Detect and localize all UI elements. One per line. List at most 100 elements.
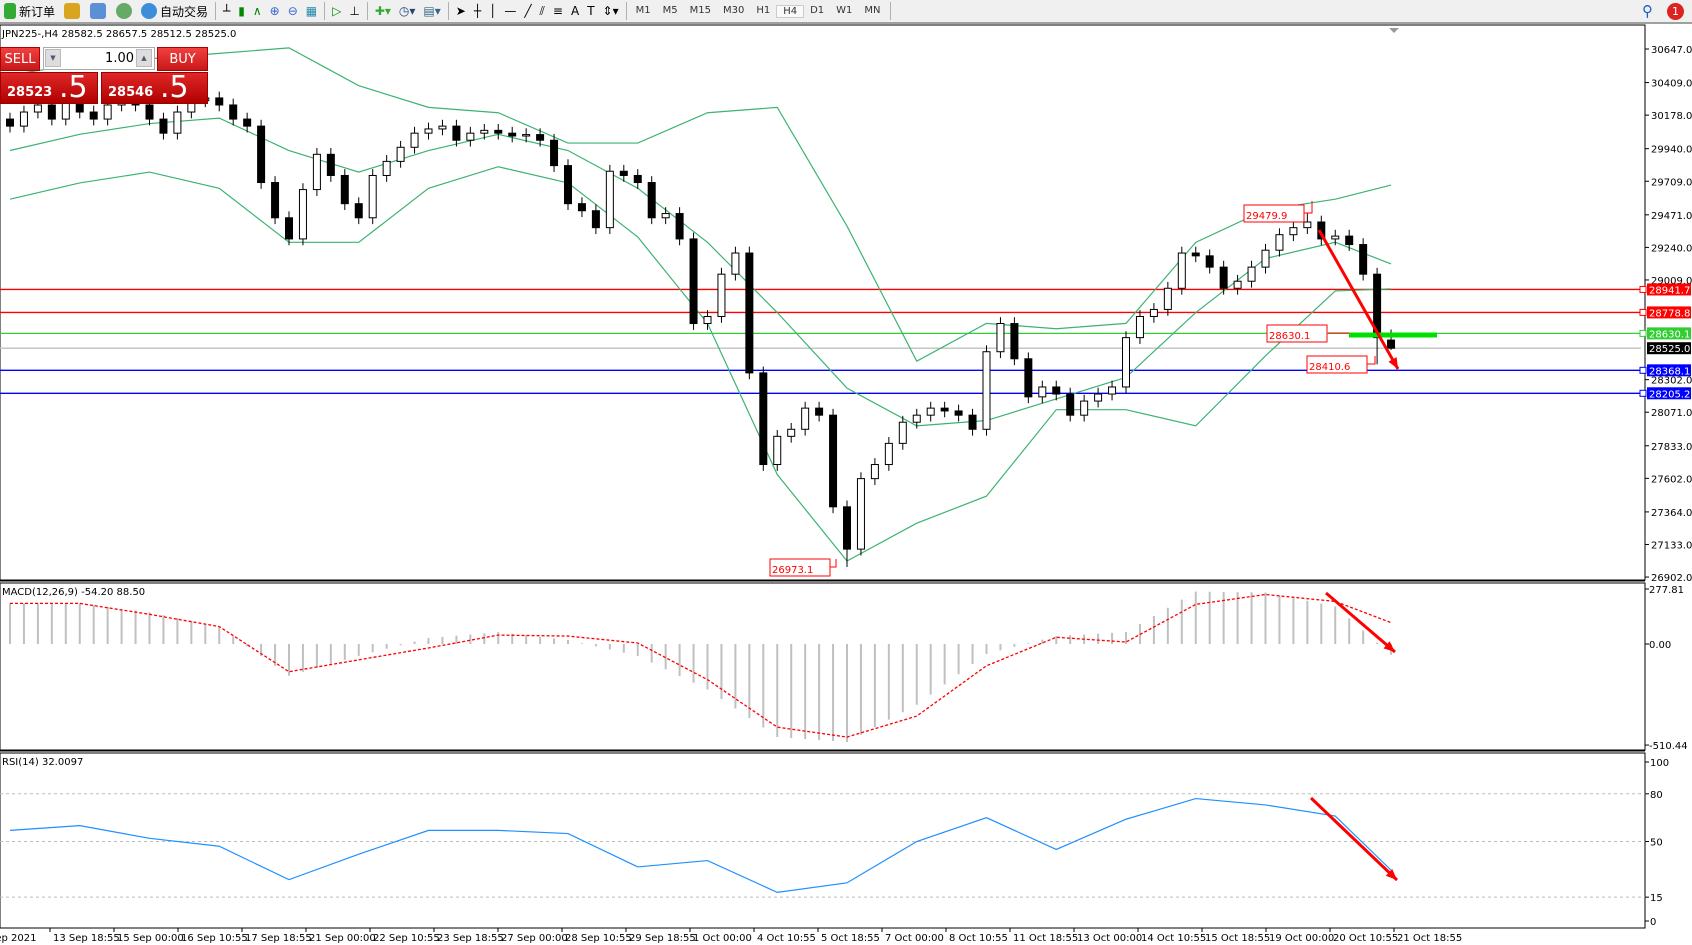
price-level-badge [1647, 283, 1691, 296]
time-axis-label: 21 Sep 00:00 [309, 933, 376, 944]
bearish-candle [1387, 339, 1396, 349]
line-chart-icon[interactable]: ∧ [252, 4, 262, 18]
time-axis-label: Sep 2021 [0, 933, 36, 944]
candlestick-icon[interactable]: ▮ [238, 4, 245, 18]
bullish-candle [870, 464, 879, 480]
bullish-candle [982, 351, 991, 430]
timeframe-w1[interactable]: W1 [836, 4, 853, 16]
bullish-candle [1038, 386, 1047, 398]
timeframe-h1[interactable]: H1 [756, 4, 771, 16]
bullish-candle [661, 213, 670, 219]
bearish-candle [257, 125, 266, 184]
vertical-line-icon[interactable]: │ [489, 4, 497, 18]
chart-shift-icon[interactable]: ⊥ [349, 4, 360, 18]
time-axis-label: 16 Sep 10:55 [181, 933, 248, 944]
price-axis-label: 30178.0 [1651, 111, 1692, 122]
bearish-candle [89, 111, 98, 120]
price-level-badge [1647, 306, 1691, 319]
lot-size-input[interactable]: 1.00 [43, 47, 155, 70]
bullish-candle [466, 132, 475, 141]
price-axis-label: 27602.0 [1651, 474, 1692, 485]
timeframe-mn[interactable]: MN [864, 4, 881, 16]
arrows-icon[interactable]: ⇕▾ [602, 4, 619, 18]
market-watch-icon[interactable] [64, 3, 81, 19]
price-level-label: 28630.1 [1649, 329, 1690, 340]
annotation-connector [830, 559, 837, 568]
bullish-candle [480, 129, 489, 134]
timeframe-m15[interactable]: M15 [689, 4, 711, 16]
bar-chart-icon[interactable]: ┴ [223, 4, 231, 18]
time-axis-label: 20 Oct 10:55 [1333, 933, 1398, 944]
zoom-in-icon[interactable]: ⊕ [269, 4, 280, 18]
bollinger-middle-band [9, 117, 1392, 427]
trendline-icon[interactable]: ╱ [524, 4, 532, 18]
zoom-out-icon[interactable]: ⊖ [287, 4, 298, 18]
notification-badge[interactable]: 1 [1667, 2, 1684, 20]
annotation-connector [1367, 356, 1376, 365]
bearish-candle [1010, 323, 1019, 360]
cursor-icon[interactable]: ➤ [455, 4, 466, 18]
bearish-candle [508, 132, 517, 137]
timeframe-m30[interactable]: M30 [722, 4, 745, 16]
bullish-candle [1303, 221, 1312, 229]
lot-decrease-button[interactable]: ▼ [45, 49, 61, 67]
timeframe-m5[interactable]: M5 [662, 4, 678, 16]
fibonacci-icon[interactable]: ≡ [552, 4, 563, 18]
bullish-candle [382, 160, 391, 176]
crosshair-icon[interactable]: ┼ [473, 4, 482, 18]
bullish-candle [33, 104, 42, 113]
equidistant-channel-icon[interactable]: ⫽ [539, 3, 545, 18]
templates-icon[interactable]: ▤▾ [423, 4, 441, 18]
price-axis-label: 28071.0 [1651, 408, 1692, 419]
text-label-icon[interactable]: T [587, 4, 595, 18]
auto-trading-icon [141, 3, 158, 19]
rsi-pane-frame [0, 752, 1646, 929]
rsi-axis-label: 50 [1650, 838, 1663, 849]
timeframe-d1[interactable]: D1 [810, 4, 825, 16]
bollinger-upper-band [9, 47, 1392, 362]
bullish-candle [424, 128, 433, 134]
rsi-down-arrow [1309, 796, 1399, 882]
time-axis-label: 5 Oct 18:55 [821, 933, 880, 944]
new-order-icon [4, 3, 16, 19]
timeframe-m1[interactable]: M1 [635, 4, 651, 16]
timeframe-h4[interactable]: H4 [776, 4, 805, 18]
bullish-candle [898, 421, 907, 444]
price-annotation: 26973.1 [772, 565, 813, 576]
lot-increase-button[interactable]: ▲ [136, 49, 152, 67]
tile-windows-icon[interactable]: ▦ [305, 4, 318, 18]
macd-axis-label: 277.81 [1649, 585, 1684, 596]
bearish-candle [564, 165, 572, 205]
bearish-candle [689, 238, 698, 325]
signals-icon[interactable] [116, 3, 133, 19]
new-order-button[interactable]: 新订单 [0, 0, 59, 22]
macd-pane-frame [0, 582, 1646, 751]
bullish-candle [1080, 400, 1089, 416]
price-axis-label: 27833.0 [1651, 442, 1692, 453]
navigator-icon[interactable] [90, 3, 107, 19]
sell-price[interactable]: 28523.5 [0, 70, 98, 105]
indicators-icon[interactable]: ✚▾ [374, 4, 391, 18]
time-axis-label: 13 Sep 18:55 [53, 933, 120, 944]
periods-icon[interactable]: ◷▾ [398, 4, 416, 18]
bullish-candle [1122, 337, 1130, 388]
bearish-candle [340, 174, 349, 205]
price-axis-label: 30647.0 [1651, 45, 1692, 56]
sell-button[interactable]: SELL [0, 47, 40, 71]
autoscroll-icon[interactable]: ▷ [332, 4, 342, 18]
text-icon[interactable]: A [570, 4, 580, 18]
price-annotation: 29479.9 [1246, 211, 1287, 222]
bearish-candle [271, 182, 280, 219]
bearish-candle [940, 407, 949, 412]
search-icon[interactable]: ⚲ [1642, 2, 1653, 20]
buy-price[interactable]: 28546.5 [101, 70, 208, 105]
price-level-label: 28205.2 [1649, 389, 1690, 400]
time-axis-label: 28 Sep 10:55 [565, 933, 632, 944]
chart-header: JPN225-,H4 28582.5 28657.5 28512.5 28525… [2, 29, 237, 40]
buy-button[interactable]: BUY [157, 47, 208, 71]
bullish-candle [1331, 235, 1340, 240]
price-level-label: 28778.8 [1649, 308, 1690, 319]
auto-trading-button[interactable]: 自动交易 [137, 0, 212, 22]
horizontal-line-icon[interactable]: — [504, 4, 517, 18]
